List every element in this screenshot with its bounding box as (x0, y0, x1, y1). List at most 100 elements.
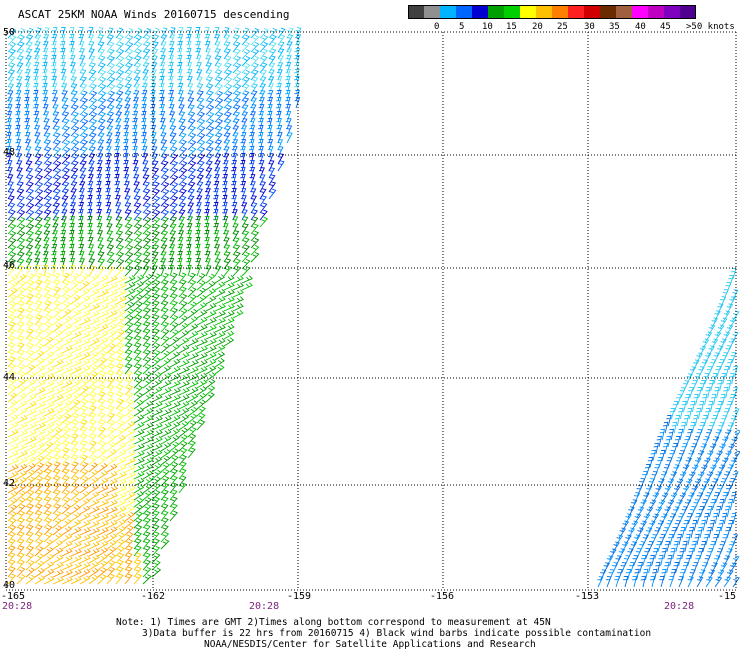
wind-barb (160, 321, 170, 333)
wind-barb (115, 76, 125, 88)
wind-barb (643, 492, 650, 504)
wind-barb (52, 125, 61, 137)
wind-barb (160, 503, 169, 515)
wind-barb (7, 477, 19, 487)
wind-barb (25, 496, 35, 508)
wind-barb (659, 534, 666, 546)
wind-barb (115, 559, 125, 571)
wind-barb (115, 223, 123, 235)
wind-barb (43, 181, 53, 193)
wind-barb (714, 576, 723, 588)
wind-barb (678, 450, 685, 462)
wind-barb (115, 251, 125, 263)
wind-barb (16, 335, 25, 347)
wind-barb (70, 287, 81, 298)
wind-barb (97, 274, 109, 284)
wind-barb (25, 560, 35, 571)
wind-barb (187, 433, 197, 445)
colorbar-label: 0 (434, 22, 440, 32)
wind-barb (187, 301, 198, 312)
wind-barb (25, 531, 34, 543)
wind-barb (7, 216, 17, 228)
wind-barb (133, 552, 142, 564)
wind-barb (651, 513, 660, 525)
wind-barb (142, 244, 151, 256)
wind-barb (294, 97, 301, 109)
wind-barb (106, 419, 116, 431)
wind-barb (675, 499, 683, 511)
wind-barb (205, 97, 215, 109)
wind-barb (719, 498, 725, 511)
wind-barb (178, 337, 190, 347)
wind-barb (6, 167, 13, 179)
wind-barb (34, 321, 44, 333)
wind-barb (97, 237, 104, 249)
wind-barb (168, 104, 175, 116)
wind-barb (169, 146, 178, 158)
wind-barb (169, 441, 180, 452)
wind-barb (7, 230, 17, 242)
wind-barb (133, 573, 143, 585)
wind-barb (16, 517, 25, 529)
wind-barb (7, 209, 16, 221)
wind-barb (160, 462, 171, 473)
wind-barb (25, 237, 34, 249)
wind-barb (69, 55, 76, 67)
wind-barb (97, 118, 106, 130)
wind-barb (124, 41, 134, 53)
wind-barb (644, 548, 651, 560)
wind-barb (115, 275, 127, 284)
wind-barb (636, 527, 644, 539)
wind-barb (61, 373, 73, 382)
wind-barb (61, 111, 70, 123)
wind-barb (43, 146, 52, 158)
wind-barb (196, 132, 206, 144)
wind-barb (34, 209, 44, 221)
wind-barb (79, 399, 89, 410)
wind-barb (204, 48, 211, 60)
wind-barb (25, 209, 35, 221)
wind-barb (25, 510, 34, 522)
wind-barb (142, 450, 154, 459)
wind-barb (106, 513, 118, 522)
wind-barb (205, 324, 217, 333)
wind-barb (97, 303, 109, 312)
wind-barb (79, 419, 88, 431)
wind-barb (124, 478, 136, 487)
wind-barb (124, 308, 135, 319)
wind-barb (79, 139, 89, 151)
wind-barb (160, 510, 169, 522)
wind-barb (700, 540, 707, 553)
wind-barb (169, 174, 179, 186)
wind-barb (88, 398, 97, 410)
lon-label-156: -156 (430, 591, 455, 602)
wind-barb (7, 491, 18, 501)
lat-label-50: 50 (3, 27, 16, 38)
wind-barb (160, 300, 169, 312)
wind-barb (34, 300, 43, 312)
wind-barb (196, 366, 208, 375)
wind-barb (708, 379, 715, 392)
wind-barb (43, 524, 53, 536)
wind-barb (205, 90, 214, 102)
wind-barb (34, 314, 43, 326)
wind-barb (124, 275, 136, 284)
wind-barb (142, 477, 153, 487)
wind-barb (34, 469, 44, 480)
wind-barb (169, 293, 178, 305)
wind-barb (97, 317, 109, 326)
wind-barb (142, 174, 150, 186)
wind-barb (682, 464, 690, 476)
wind-barb (151, 273, 161, 284)
wind-barb (205, 310, 217, 319)
wind-speed-colorbar (408, 5, 696, 19)
wind-barb (732, 534, 739, 546)
wind-barb (106, 398, 115, 410)
wind-barb (673, 540, 679, 553)
wind-barb (718, 422, 725, 434)
wind-barb (142, 314, 151, 326)
wind-barb (178, 427, 189, 438)
wind-barb (223, 90, 233, 102)
wind-barb (16, 470, 28, 480)
wind-barb (648, 478, 655, 490)
